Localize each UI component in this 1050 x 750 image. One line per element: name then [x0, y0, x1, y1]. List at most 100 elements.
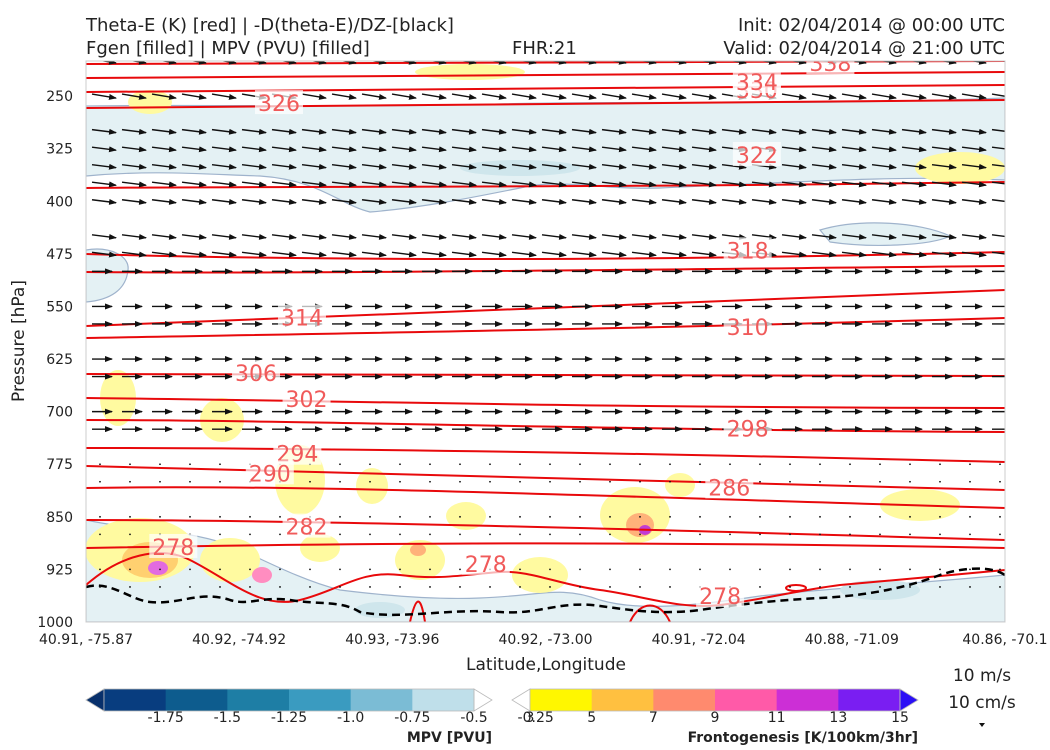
wind-arrow — [601, 93, 627, 100]
fgen-blob-16 — [512, 557, 568, 593]
wind-arrow — [301, 233, 327, 240]
wind-arrow — [181, 251, 207, 258]
wind-dot — [399, 533, 401, 536]
wind-arrow — [331, 146, 357, 153]
wind-arrow — [871, 146, 897, 153]
wind-arrow — [361, 181, 387, 188]
wind-dot — [219, 480, 221, 483]
wind-dot — [159, 568, 161, 571]
wind-dot — [759, 515, 761, 518]
wind-key-arrow-icon — [979, 723, 985, 727]
wind-arrow — [331, 198, 357, 205]
colorbar-swatch — [591, 689, 654, 711]
wind-dot — [579, 586, 581, 588]
wind-dot — [849, 480, 851, 483]
x-tick-label: 40.92, -74.92 — [192, 632, 286, 648]
fgen-blob-1 — [415, 64, 525, 80]
wind-arrow — [931, 198, 957, 205]
wind-dot — [489, 463, 491, 466]
wind-arrow — [991, 251, 1005, 255]
wind-arrow — [331, 163, 357, 170]
x-axis-label: Latitude,Longitude — [466, 655, 626, 675]
wind-dot — [669, 463, 671, 466]
wind-arrow — [481, 93, 507, 100]
wind-arrow — [181, 198, 207, 205]
wind-dot — [579, 533, 581, 536]
wind-arrow — [451, 251, 477, 258]
wind-arrow — [121, 146, 147, 153]
wind-dot — [669, 568, 671, 571]
wind-dot — [789, 568, 791, 571]
wind-dot — [279, 568, 281, 571]
wind-arrow — [511, 93, 537, 100]
wind-dot — [759, 480, 761, 483]
wind-arrow — [991, 234, 1005, 238]
wind-dot — [129, 480, 131, 483]
wind-dot — [339, 463, 341, 466]
wind-arrow — [241, 181, 267, 188]
wind-arrow — [391, 251, 417, 258]
wind-dot — [429, 463, 431, 466]
wind-arrow — [391, 128, 417, 135]
wind-arrow — [301, 181, 327, 188]
wind-arrow — [901, 93, 927, 100]
theta-e-label-bg — [254, 90, 303, 115]
theta-e-label-bg — [723, 237, 772, 262]
wind-dot — [129, 533, 131, 536]
wind-arrow — [481, 233, 507, 240]
wind-dot — [549, 586, 551, 588]
wind-dot — [609, 533, 611, 536]
wind-arrow — [901, 181, 927, 188]
wind-dot — [369, 586, 371, 588]
wind-dot — [879, 480, 881, 483]
wind-arrow — [181, 233, 207, 240]
wind-arrow — [811, 163, 837, 170]
wind-dot — [609, 515, 611, 518]
wind-arrow — [931, 93, 957, 100]
fgen-blob-14 — [395, 540, 445, 580]
wind-arrow — [541, 146, 567, 153]
theta-e-line-11 — [86, 397, 1005, 409]
wind-dot — [879, 586, 881, 588]
wind-dot — [459, 568, 461, 571]
y-tick-label: 400 — [46, 194, 73, 210]
wind-dot — [729, 568, 731, 571]
y-tick-label: 250 — [46, 89, 73, 105]
colorbar-swatch — [530, 689, 593, 711]
wind-dot — [459, 586, 461, 588]
colorbar-swatch — [715, 689, 778, 711]
theta-e-label-bg — [705, 474, 754, 499]
wind-dot — [609, 586, 611, 588]
wind-dot — [519, 533, 521, 536]
mpv-pocket-1 — [460, 160, 580, 176]
wind-arrow — [759, 61, 777, 65]
wind-dot — [519, 463, 521, 466]
wind-dot — [459, 533, 461, 536]
wind-arrow — [511, 163, 537, 170]
wind-arrow — [961, 128, 987, 135]
wind-arrow — [129, 61, 147, 65]
wind-arrow — [511, 251, 537, 258]
wind-dot — [639, 568, 641, 571]
wind-dot — [909, 533, 911, 536]
wind-arrow — [991, 146, 1005, 150]
wind-arrow — [931, 146, 957, 153]
wind-arrow — [421, 198, 447, 205]
wind-dot — [579, 515, 581, 518]
wind-dot — [819, 480, 821, 483]
wind-arrow — [961, 163, 987, 170]
wind-dot — [849, 586, 851, 588]
theta-e-label-bg — [461, 550, 510, 575]
wind-arrow — [91, 163, 117, 170]
wind-arrow — [811, 93, 837, 100]
theta-e-label: 298 — [727, 417, 769, 442]
wind-arrow — [451, 146, 477, 153]
theta-e-line-15 — [86, 486, 1005, 509]
colorbar-tick-label: -1.75 — [148, 710, 184, 726]
theta-e-label-bg — [732, 69, 781, 94]
wind-arrow — [121, 93, 147, 100]
wind-dot — [159, 586, 161, 588]
wind-dot — [189, 586, 191, 588]
wind-dot — [159, 463, 161, 466]
init-label: Init: 02/04/2014 @ 00:00 UTC — [738, 15, 1005, 36]
